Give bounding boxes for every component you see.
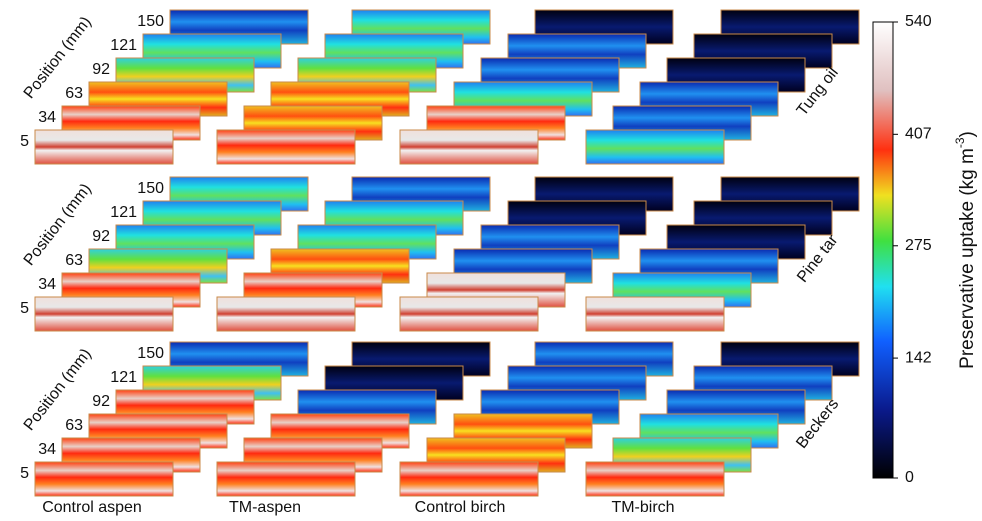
- scan-slice: [586, 130, 724, 164]
- position-label: 150: [137, 180, 164, 197]
- colorbar-label-text: Preservative uptake (kg m: [957, 148, 978, 369]
- colorbar: [873, 22, 893, 478]
- scan-slice: [217, 297, 355, 331]
- position-label: 34: [38, 441, 56, 458]
- position-label: 5: [20, 465, 29, 482]
- colorbar-tick-label: 540: [905, 13, 932, 30]
- position-axis-label: Position (mm): [21, 14, 95, 102]
- colorbar-label-sup: -3: [953, 137, 967, 148]
- position-label: 121: [110, 37, 137, 54]
- column-label: Control aspen: [42, 499, 142, 516]
- figure: Preservative uptake (kg m-3) 15012192633…: [0, 0, 982, 521]
- position-label: 34: [38, 109, 56, 126]
- scan-slice: [35, 462, 173, 496]
- position-label: 5: [20, 300, 29, 317]
- column-label: TM-aspen: [229, 499, 301, 516]
- colorbar-tick-label: 142: [905, 349, 932, 366]
- position-label: 63: [65, 85, 83, 102]
- position-label: 92: [92, 228, 110, 245]
- position-axis-label: Position (mm): [21, 181, 95, 269]
- position-label: 92: [92, 393, 110, 410]
- position-label: 150: [137, 345, 164, 362]
- position-label: 63: [65, 417, 83, 434]
- position-label: 63: [65, 252, 83, 269]
- column-label: Control birch: [415, 499, 506, 516]
- colorbar-tick-label: 0: [905, 469, 914, 486]
- colorbar-tick-label: 275: [905, 237, 932, 254]
- position-axis-label: Position (mm): [21, 346, 95, 434]
- position-label: 150: [137, 13, 164, 30]
- scan-slice: [400, 462, 538, 496]
- scan-slice: [35, 297, 173, 331]
- position-label: 5: [20, 133, 29, 150]
- scan-slice: [35, 130, 173, 164]
- colorbar-label: Preservative uptake (kg m-3): [953, 131, 978, 369]
- position-label: 121: [110, 204, 137, 221]
- position-label: 92: [92, 61, 110, 78]
- position-label: 121: [110, 369, 137, 386]
- column-label: TM-birch: [611, 499, 674, 516]
- scan-slice: [400, 130, 538, 164]
- scan-slice: [217, 130, 355, 164]
- scan-slice: [400, 297, 538, 331]
- colorbar-label-end: ): [957, 131, 978, 137]
- scan-slice: [217, 462, 355, 496]
- scan-slice: [586, 297, 724, 331]
- scan-slice: [586, 462, 724, 496]
- colorbar-tick-label: 407: [905, 126, 932, 143]
- position-label: 34: [38, 276, 56, 293]
